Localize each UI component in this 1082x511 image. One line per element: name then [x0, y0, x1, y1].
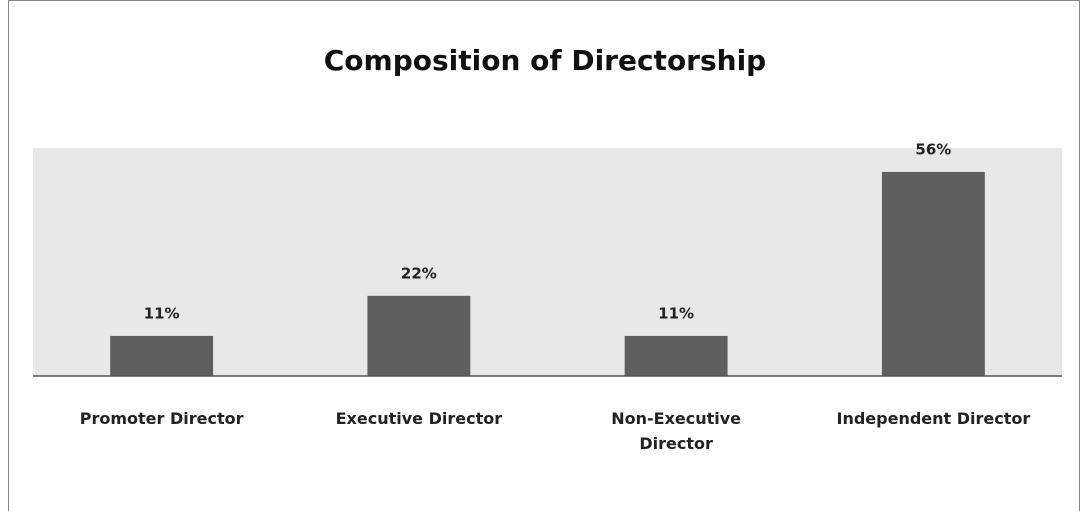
x-tick-label: Independent Director — [836, 409, 1031, 428]
value-label: 11% — [658, 304, 694, 322]
bar — [110, 335, 214, 376]
x-tick-label: Executive Director — [335, 409, 503, 428]
value-label: 22% — [401, 264, 437, 282]
x-tick-label: Non-Executive Director — [611, 409, 742, 453]
bar — [367, 295, 471, 376]
bar — [624, 335, 728, 376]
chart-title: Composition of Directorship — [324, 44, 766, 77]
value-label: 11% — [144, 304, 180, 322]
bar — [881, 171, 985, 376]
x-tick-label: Promoter Director — [79, 409, 244, 428]
value-label: 56% — [915, 140, 951, 158]
